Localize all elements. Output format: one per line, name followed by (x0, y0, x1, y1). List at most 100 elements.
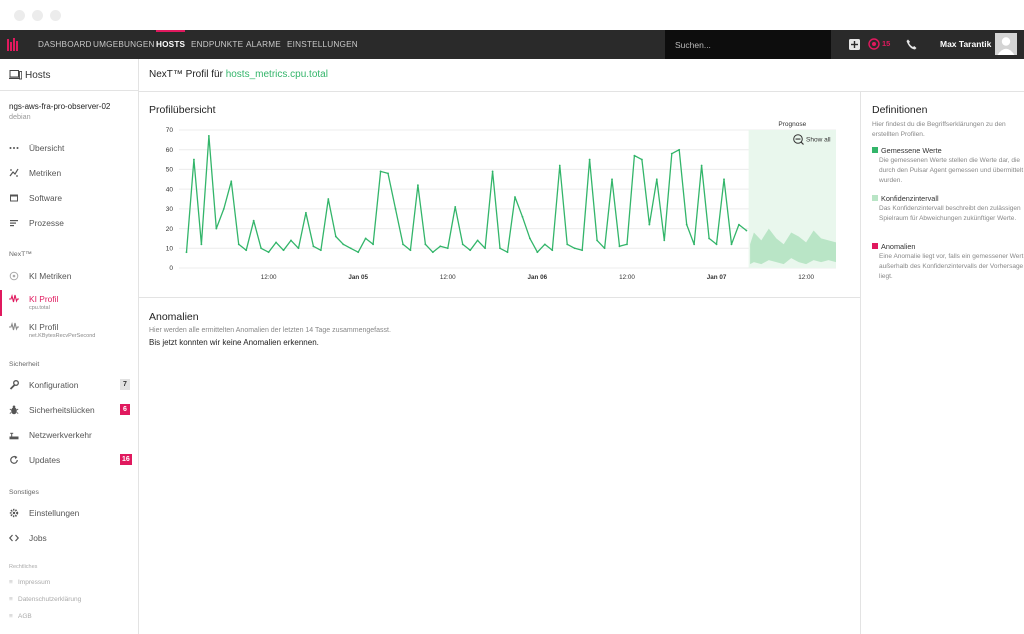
metrics-icon (9, 168, 19, 177)
show-all-label: Show all (806, 137, 831, 144)
x-tick-label: 12:00 (798, 274, 814, 281)
sidebar-header: Hosts (0, 59, 138, 91)
nav-dashboard[interactable]: DASHBOARD (38, 40, 92, 49)
sidebar-item-label: Prozesse (29, 218, 64, 228)
dots-icon (9, 147, 19, 149)
phone-icon[interactable] (906, 39, 917, 50)
alarm-icon[interactable] (868, 38, 880, 50)
sidebar-section-sicherheit: Sicherheit (9, 361, 40, 368)
y-tick-label: 10 (166, 245, 174, 252)
measured-value-point (446, 247, 449, 250)
legend-swatch (872, 147, 878, 153)
user-name[interactable]: Max Tarantik (940, 39, 992, 49)
updates-count-badge: 16 (120, 454, 132, 465)
window-chrome (0, 0, 1024, 30)
legal-link-datenschutz[interactable]: ≡ Datenschutzerklärung (9, 596, 81, 603)
measured-value-point (558, 164, 561, 167)
legal-link-impressum[interactable]: ≡ Impressum (9, 579, 50, 586)
measured-value-point (655, 178, 658, 181)
measured-value-point (708, 237, 710, 240)
measured-value-point (312, 245, 315, 248)
measured-value-point (319, 249, 322, 252)
sidebar-item-updates[interactable]: Updates 16 (0, 451, 138, 471)
avatar[interactable] (995, 33, 1017, 55)
sidebar-item-einstellungen[interactable]: Einstellungen (0, 504, 138, 524)
page-header: NexT™ Profil für hosts_metrics.cpu.total (139, 59, 1024, 92)
sidebar-item-label: Metriken (29, 168, 62, 178)
sidebar-item-ki-metriken[interactable]: KI Metriken (0, 267, 138, 287)
measured-value-point (514, 196, 516, 198)
measured-value-point (730, 243, 733, 246)
nav-hosts[interactable]: HOSTS (156, 30, 186, 59)
definition-measured: Gemessene Werte (872, 146, 942, 155)
measured-value-point (297, 247, 300, 250)
measured-value-point (372, 243, 375, 246)
measured-value-point (618, 245, 621, 248)
sidebar-item-ki-profil-net[interactable]: KI Profil net.KBytesRecvPerSecond (0, 318, 138, 339)
profile-overview-panel: Profilübersicht Prognose 0 10 20 30 40 50 60 70… (139, 92, 860, 298)
sidebar-item-jobs[interactable]: Jobs (0, 529, 138, 549)
window-maximize-dot[interactable] (50, 10, 61, 21)
sidebar-item-sublabel: net.KBytesRecvPerSecond (29, 333, 96, 339)
x-tick-label: 12:00 (261, 274, 277, 281)
ai-profile-icon (9, 294, 19, 303)
sidebar-section-rechtliches: Rechtliches (9, 564, 38, 570)
host-os: debian (9, 112, 31, 121)
measured-value-point (484, 247, 487, 250)
y-axis-ticks: 0 10 20 30 40 50 60 70 (166, 127, 174, 272)
nav-endpunkte[interactable]: ENDPUNKTE (191, 40, 244, 49)
measured-value-point (252, 219, 255, 222)
measured-value-point (215, 227, 218, 230)
measured-value-point (409, 249, 412, 252)
measured-value-point (476, 239, 479, 242)
search-input[interactable] (665, 30, 831, 59)
sidebar-item-software[interactable]: Software (0, 189, 138, 209)
user-avatar-icon (995, 33, 1017, 55)
sidebar-item-ki-profil-cpu[interactable]: KI Profil cpu.total (0, 290, 138, 316)
sidebar-section-next: NexT™ (9, 251, 33, 258)
anomalies-title: Anomalien (149, 311, 199, 323)
sidebar-item-konfiguration[interactable]: Konfiguration 7 (0, 376, 138, 396)
confidence-interval-band (750, 228, 836, 265)
add-icon[interactable] (849, 39, 860, 50)
sidebar-item-sicherheitsluecken[interactable]: Sicherheitslücken 6 (0, 401, 138, 421)
sidebar-item-uebersicht[interactable]: Übersicht (0, 139, 138, 159)
sidebar-item-label: Konfiguration (29, 380, 79, 390)
measured-value-point (431, 251, 434, 254)
window-minimize-dot[interactable] (32, 10, 43, 21)
definition-text: Das Konfidenzintervall beschreibt den zu… (879, 205, 1021, 223)
processes-icon (10, 220, 18, 227)
measured-value-point (648, 223, 651, 226)
y-tick-label: 0 (169, 265, 173, 272)
anomalies-message: Bis jetzt konnten wir keine Anomalien er… (149, 338, 319, 347)
legal-link-agb[interactable]: ≡ AGB (9, 613, 32, 620)
sidebar-item-prozesse[interactable]: Prozesse (0, 214, 138, 234)
page-title-metric[interactable]: hosts_metrics.cpu.total (225, 69, 328, 80)
definition-label: Anomalien (881, 242, 916, 251)
sidebar-item-label: Netzwerkverkehr (29, 430, 92, 440)
sidebar-item-netzwerkverkehr[interactable]: Netzwerkverkehr (0, 426, 138, 446)
page-title: NexT™ Profil für hosts_metrics.cpu.total (149, 69, 328, 80)
window-close-dot[interactable] (14, 10, 25, 21)
nav-einstellungen[interactable]: EINSTELLUNGEN (287, 40, 358, 49)
top-navigation-bar: DASHBOARD UMGEBUNGEN HOSTS ENDPUNKTE ALA… (0, 30, 1024, 59)
show-all-button[interactable]: Show all (793, 134, 831, 145)
y-tick-label: 70 (166, 127, 174, 134)
measured-value-point (685, 223, 688, 226)
sidebar-item-label: Einstellungen (29, 508, 80, 518)
measured-value-point (566, 243, 569, 246)
app-logo-icon[interactable] (7, 38, 19, 51)
x-tick-label: Jan 07 (707, 274, 727, 281)
nav-alarme[interactable]: ALARME (246, 40, 281, 49)
anomalies-description: Hier werden alle ermittelten Anomalien d… (149, 327, 391, 334)
legal-link-label: AGB (18, 613, 32, 620)
alarm-count-badge[interactable]: 15 (882, 39, 891, 48)
nav-umgebungen[interactable]: UMGEBUNGEN (93, 40, 155, 49)
measured-value-point (349, 247, 352, 250)
search-box (665, 30, 831, 59)
measured-value-point (499, 247, 501, 250)
measured-value-point (260, 247, 263, 250)
measured-value-point (439, 245, 442, 248)
sidebar-item-metriken[interactable]: Metriken (0, 164, 138, 184)
